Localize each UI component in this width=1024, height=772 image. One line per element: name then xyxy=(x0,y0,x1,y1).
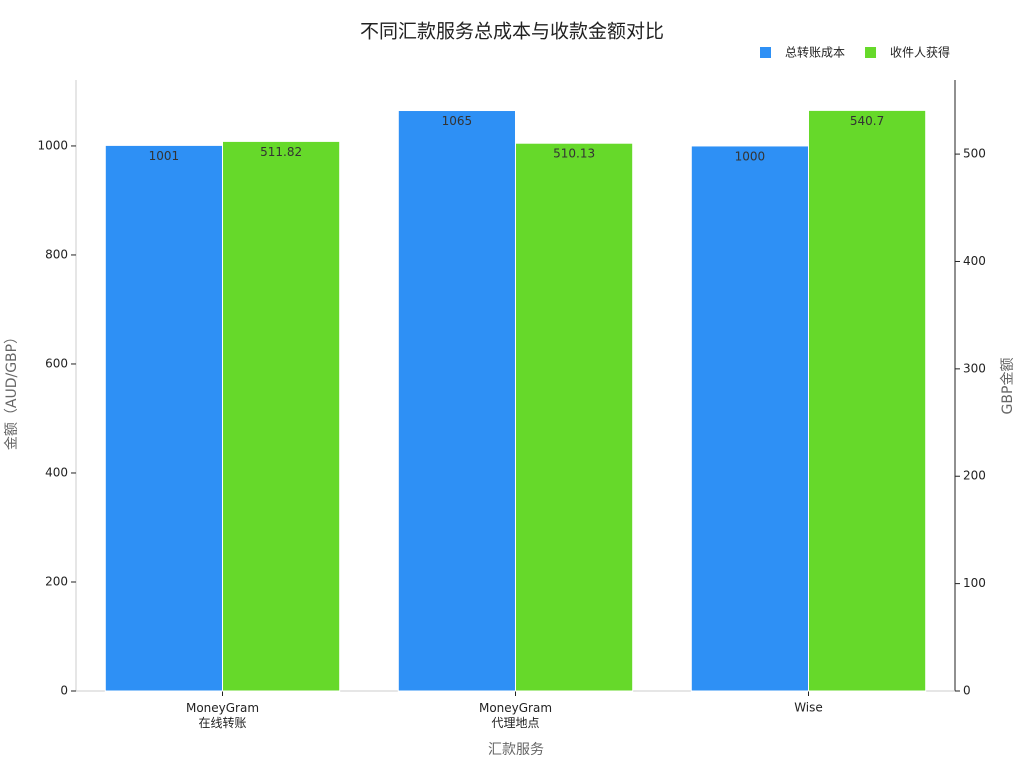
value-label: 510.13 xyxy=(553,147,595,161)
y-tick-label: 400 xyxy=(45,465,68,479)
value-label: 1001 xyxy=(149,149,180,163)
y2-tick-label: 100 xyxy=(963,576,986,590)
legend-swatch xyxy=(865,47,877,58)
chart-title: 不同汇款服务总成本与收款金额对比 xyxy=(360,21,664,43)
value-label: 540.7 xyxy=(850,114,884,128)
bar xyxy=(515,142,634,692)
y2-tick-label: 200 xyxy=(963,469,986,483)
bar xyxy=(808,109,927,692)
y-axis-label: 金额（AUD/GBP） xyxy=(4,330,20,450)
bar xyxy=(222,140,341,692)
legend-label: 总转账成本 xyxy=(785,45,845,60)
y-tick-label: 200 xyxy=(45,574,68,588)
y-tick-label: 600 xyxy=(45,356,68,370)
x-tick-label: MoneyGram 代理地点 xyxy=(479,701,552,730)
legend-label: 收件人获得 xyxy=(890,45,950,60)
y2-axis-label: GBP金额 xyxy=(1000,358,1016,415)
legend-swatch xyxy=(760,47,771,58)
x-tick-label: Wise xyxy=(794,701,823,715)
y2-tick-label: 300 xyxy=(963,361,986,375)
y-tick-label: 800 xyxy=(45,247,68,261)
value-label: 1065 xyxy=(442,114,473,128)
y2-tick-label: 500 xyxy=(963,147,986,161)
x-axis-label: 汇款服务 xyxy=(488,742,544,758)
bar xyxy=(690,145,809,692)
bar xyxy=(397,110,516,692)
y-tick-label: 0 xyxy=(60,684,68,698)
x-tick-label: MoneyGram 在线转账 xyxy=(186,701,259,730)
bar xyxy=(104,144,223,692)
y-tick-label: 1000 xyxy=(37,138,68,152)
value-label: 1000 xyxy=(735,149,766,163)
y2-tick-label: 0 xyxy=(963,684,971,698)
value-label: 511.82 xyxy=(260,145,302,159)
y2-tick-label: 400 xyxy=(963,254,986,268)
